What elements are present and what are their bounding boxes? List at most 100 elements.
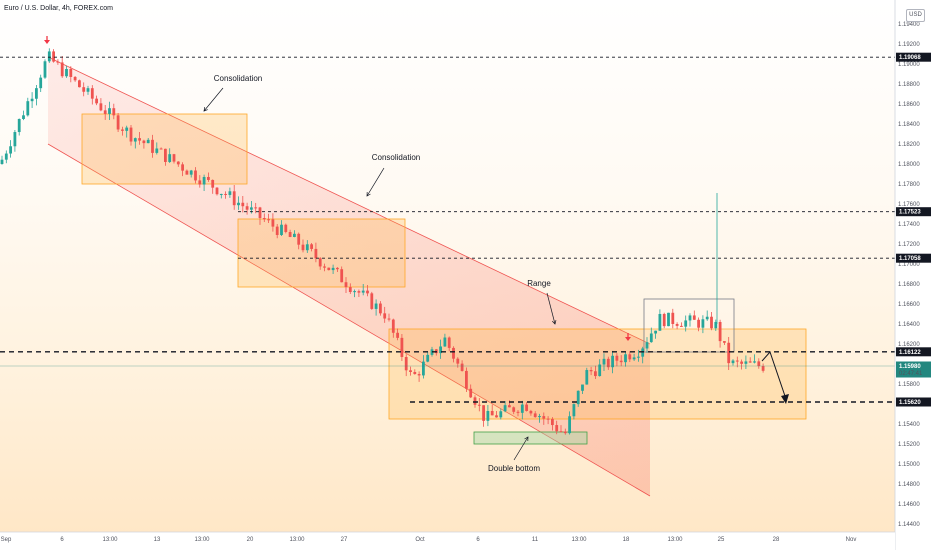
annotation-arrowhead — [203, 107, 208, 112]
x-tick-label: 18 — [623, 537, 630, 543]
candle-body — [482, 405, 485, 421]
annotation-pointer — [546, 292, 556, 325]
x-tick-label: Nov — [846, 537, 857, 543]
candle-body — [22, 115, 25, 119]
signal-arrow-head-icon — [44, 40, 50, 44]
y-tick-label: 1.18200 — [898, 142, 920, 148]
annotation-arrowhead — [524, 436, 529, 442]
candle-body — [645, 342, 649, 349]
annotation-label: Double bottom — [488, 464, 540, 473]
candle-body — [684, 320, 688, 327]
candle-body — [692, 315, 696, 320]
candle-body — [757, 361, 761, 367]
candle-body — [391, 319, 395, 333]
candle-body — [662, 313, 666, 327]
candle-body — [194, 170, 197, 181]
candle-body — [176, 161, 180, 165]
signal-arrow-head-icon — [625, 337, 631, 341]
candle-body — [525, 404, 528, 411]
candle-body — [164, 148, 167, 162]
candle-body — [426, 354, 430, 362]
candle-body — [159, 148, 163, 150]
candle-body — [370, 293, 374, 309]
y-tick-label: 1.16200 — [898, 342, 920, 348]
x-tick-label: 11 — [532, 537, 539, 543]
candle-body — [241, 202, 245, 207]
candle-body — [533, 413, 537, 418]
candle-body — [215, 187, 219, 195]
candle-body — [761, 366, 765, 371]
y-tick-label: 1.17600 — [898, 202, 920, 208]
candle-body — [310, 244, 313, 249]
candle-body — [589, 370, 593, 372]
candle-body — [585, 370, 589, 385]
candle-body — [348, 287, 352, 293]
candle-body — [116, 115, 120, 130]
candle-body — [727, 342, 731, 364]
candle-body — [254, 207, 258, 209]
candle-body — [710, 316, 713, 329]
candle-body — [52, 51, 55, 62]
price-label: 1.19068 — [899, 55, 921, 61]
price-axis — [895, 0, 932, 550]
candle-body — [331, 267, 335, 271]
price-label: 1.15980 — [899, 364, 921, 370]
candle-body — [598, 364, 602, 377]
x-tick-label: 6 — [60, 537, 64, 543]
candle-body — [69, 68, 73, 77]
candle-body — [551, 418, 554, 426]
candle-body — [619, 360, 623, 363]
candle-body — [151, 139, 154, 153]
price-label-bg — [896, 347, 931, 357]
y-tick-label: 1.18600 — [898, 102, 920, 108]
x-tick-label: 13 — [154, 537, 161, 543]
projection-arrow — [761, 351, 787, 400]
range-box — [388, 328, 807, 420]
price-label-bg — [896, 397, 931, 407]
candle-body — [228, 191, 232, 195]
candle-body — [555, 425, 559, 432]
candle-body — [207, 176, 210, 180]
candle-body — [336, 267, 339, 270]
candle-body — [460, 363, 464, 371]
currency-badge[interactable]: USD — [906, 9, 925, 22]
candle-body — [714, 321, 718, 329]
candle-body — [181, 164, 184, 171]
candle-body — [546, 418, 550, 420]
y-tick-label: 1.17200 — [898, 242, 920, 248]
candle-body — [413, 371, 417, 375]
candle-body — [667, 312, 670, 327]
candle-body — [744, 361, 748, 364]
candle-body — [138, 138, 141, 141]
candle-body — [379, 303, 382, 314]
x-tick-label: 27 — [341, 537, 348, 543]
candle-body — [82, 87, 86, 92]
candle-body — [271, 219, 275, 227]
candle-body — [30, 98, 34, 102]
x-tick-label: 20 — [247, 537, 254, 543]
double-bottom-zone — [473, 431, 588, 445]
candle-body — [0, 159, 4, 164]
candle-body — [417, 374, 421, 376]
candle-body — [172, 154, 176, 162]
y-tick-label: 1.19400 — [898, 22, 920, 28]
candle-body — [108, 108, 111, 114]
candle-body — [146, 139, 150, 144]
x-tick-label: 13:00 — [289, 537, 305, 543]
candle-body — [705, 316, 709, 320]
channel-fill — [48, 57, 650, 496]
candle-body — [456, 358, 460, 364]
candle-body — [297, 233, 301, 245]
price-label: 1.16122 — [899, 350, 921, 356]
candle-body — [9, 146, 12, 154]
candle-body — [73, 76, 77, 81]
x-tick-label: 13:00 — [667, 537, 683, 543]
candle-body — [99, 103, 103, 111]
candle-body — [563, 431, 567, 434]
candle-body — [90, 88, 94, 99]
candle-body — [520, 404, 524, 413]
price-label-bg — [896, 253, 931, 263]
candle-body — [142, 140, 146, 144]
